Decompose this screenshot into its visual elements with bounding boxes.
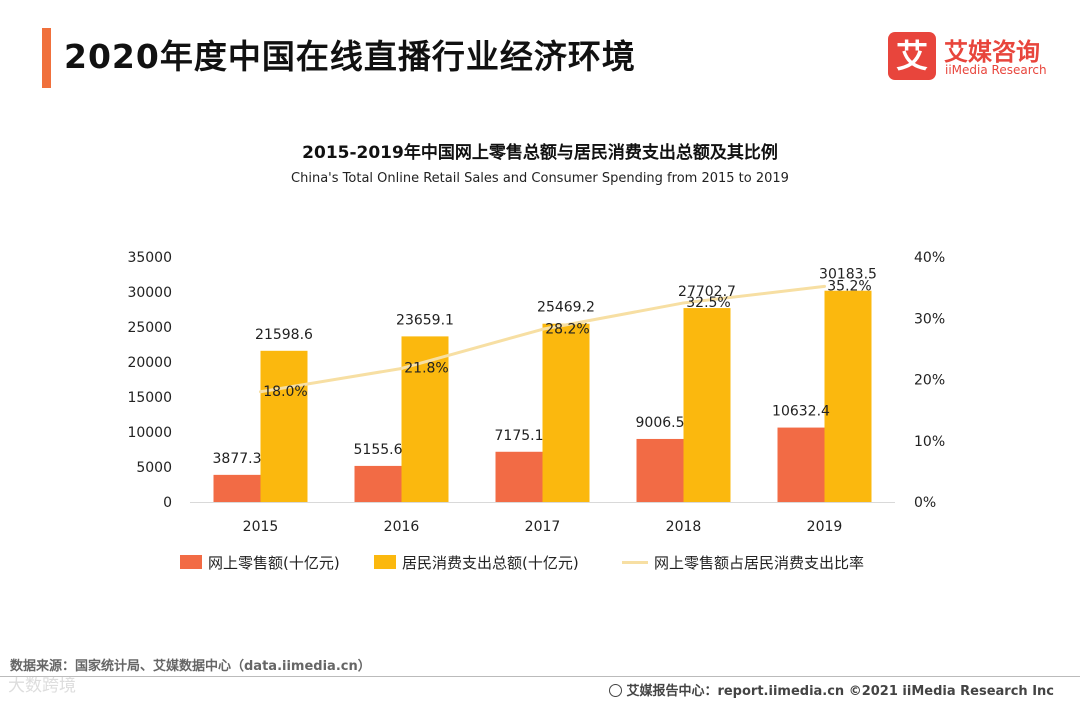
- footer-text: 艾媒报告中心：report.iimedia.cn ©2021 iiMedia R…: [626, 684, 1054, 699]
- x-axis: 2015 2016 2017 2018 2019: [190, 502, 895, 535]
- y2-tick-label: 30%: [914, 311, 945, 327]
- ratio-point: [259, 390, 262, 394]
- bar-consumer-spending: [401, 336, 449, 502]
- bar-consumer-spending: [542, 323, 590, 502]
- logo-english-text: iiMedia Research: [945, 63, 1047, 77]
- x-tick-label: 2019: [807, 519, 843, 535]
- legend-swatch-online-retail: [180, 555, 202, 569]
- x-tick-label: 2017: [525, 519, 561, 535]
- data-label-consumer-spending: 27702.7: [678, 284, 736, 300]
- legend-line-ratio: [622, 561, 648, 564]
- data-label-online-retail: 9006.5: [636, 415, 685, 431]
- watermark: 大数跨境: [8, 676, 76, 696]
- data-label-consumer-spending: 30183.5: [819, 267, 877, 283]
- data-label-consumer-spending: 23659.1: [396, 312, 454, 328]
- y-tick-label: 0: [163, 495, 172, 511]
- bar-online-retail: [495, 451, 543, 502]
- data-label-online-retail: 3877.3: [213, 451, 262, 467]
- y2-tick-label: 10%: [914, 434, 945, 450]
- y2-tick-label: 0%: [914, 495, 936, 511]
- bar-online-retail: [354, 465, 402, 502]
- y-tick-label: 10000: [127, 425, 172, 441]
- data-labels: 3877.3 21598.6 5155.6 23659.1 7175.1 25469.2 9…: [213, 267, 877, 467]
- title-accent-bar: [42, 28, 51, 88]
- y-tick-label: 25000: [127, 320, 172, 336]
- chart-legend: 网上零售额(十亿元) 居民消费支出总额(十亿元) 网上零售额占居民消费支出比率: [180, 552, 940, 576]
- footer-divider: [0, 676, 1080, 677]
- left-axis: 0 5000 10000 15000 20000 25000 30000 35000: [127, 250, 172, 511]
- footer: 艾媒报告中心：report.iimedia.cn ©2021 iiMedia R…: [609, 680, 1054, 699]
- x-tick-label: 2015: [243, 519, 279, 535]
- chart-plot: 0 5000 10000 15000 20000 25000 30000 35000 0% 10…: [127, 250, 945, 535]
- data-label-ratio: 32.5%: [686, 295, 730, 311]
- ratio-point: [823, 284, 826, 288]
- bar-online-retail: [636, 438, 684, 502]
- x-tick-label: 2016: [384, 519, 420, 535]
- data-label-online-retail: 7175.1: [495, 428, 544, 444]
- y-tick-label: 30000: [127, 285, 172, 301]
- legend-label-consumer-spending: 居民消费支出总额(十亿元): [402, 554, 579, 572]
- iimedia-logo: 艾 艾媒咨询 iiMedia Research: [888, 32, 1063, 84]
- ratio-point: [541, 327, 544, 331]
- bar-online-retail: [213, 474, 261, 502]
- bars: [213, 290, 872, 502]
- data-label-online-retail: 5155.6: [354, 442, 403, 458]
- legend-label-ratio: 网上零售额占居民消费支出比率: [654, 554, 865, 572]
- y-tick-label: 20000: [127, 355, 172, 371]
- bar-consumer-spending: [260, 350, 308, 502]
- ratio-point: [400, 366, 403, 370]
- y-tick-label: 15000: [127, 390, 172, 406]
- data-label-ratio: 35.2%: [827, 278, 871, 294]
- y-tick-label: 35000: [127, 250, 172, 266]
- bar-consumer-spending: [824, 290, 872, 502]
- y-tick-label: 5000: [136, 460, 172, 476]
- x-tick-label: 2018: [666, 519, 702, 535]
- data-label-online-retail: 10632.4: [772, 404, 830, 420]
- bar-online-retail: [777, 427, 825, 502]
- y2-tick-label: 20%: [914, 373, 945, 389]
- ratio-line: [259, 284, 826, 394]
- data-source: 数据来源：国家统计局、艾媒数据中心（data.iimedia.cn）: [10, 659, 371, 674]
- logo-chinese-text: 艾媒咨询: [944, 38, 1040, 66]
- data-label-ratio: 21.8%: [404, 360, 448, 376]
- data-label-consumer-spending: 25469.2: [537, 300, 595, 316]
- y2-tick-label: 40%: [914, 250, 945, 266]
- data-label-consumer-spending: 21598.6: [255, 327, 313, 343]
- right-axis: 0% 10% 20% 30% 40%: [914, 250, 945, 511]
- logo-mark-icon: 艾: [888, 32, 936, 80]
- data-label-ratio: 18.0%: [263, 384, 307, 400]
- globe-icon: [609, 684, 623, 697]
- ratio-point: [682, 301, 685, 305]
- chart-subtitle: China's Total Online Retail Sales and Co…: [291, 171, 789, 186]
- data-label-ratio: 28.2%: [545, 321, 589, 337]
- bar-consumer-spending: [683, 308, 731, 502]
- chart-title: 2015-2019年中国网上零售总额与居民消费支出总额及其比例: [302, 143, 778, 163]
- legend-label-online-retail: 网上零售额(十亿元): [208, 554, 340, 572]
- page-title: 2020年度中国在线直播行业经济环境: [64, 37, 636, 76]
- legend-swatch-consumer-spending: [374, 555, 396, 569]
